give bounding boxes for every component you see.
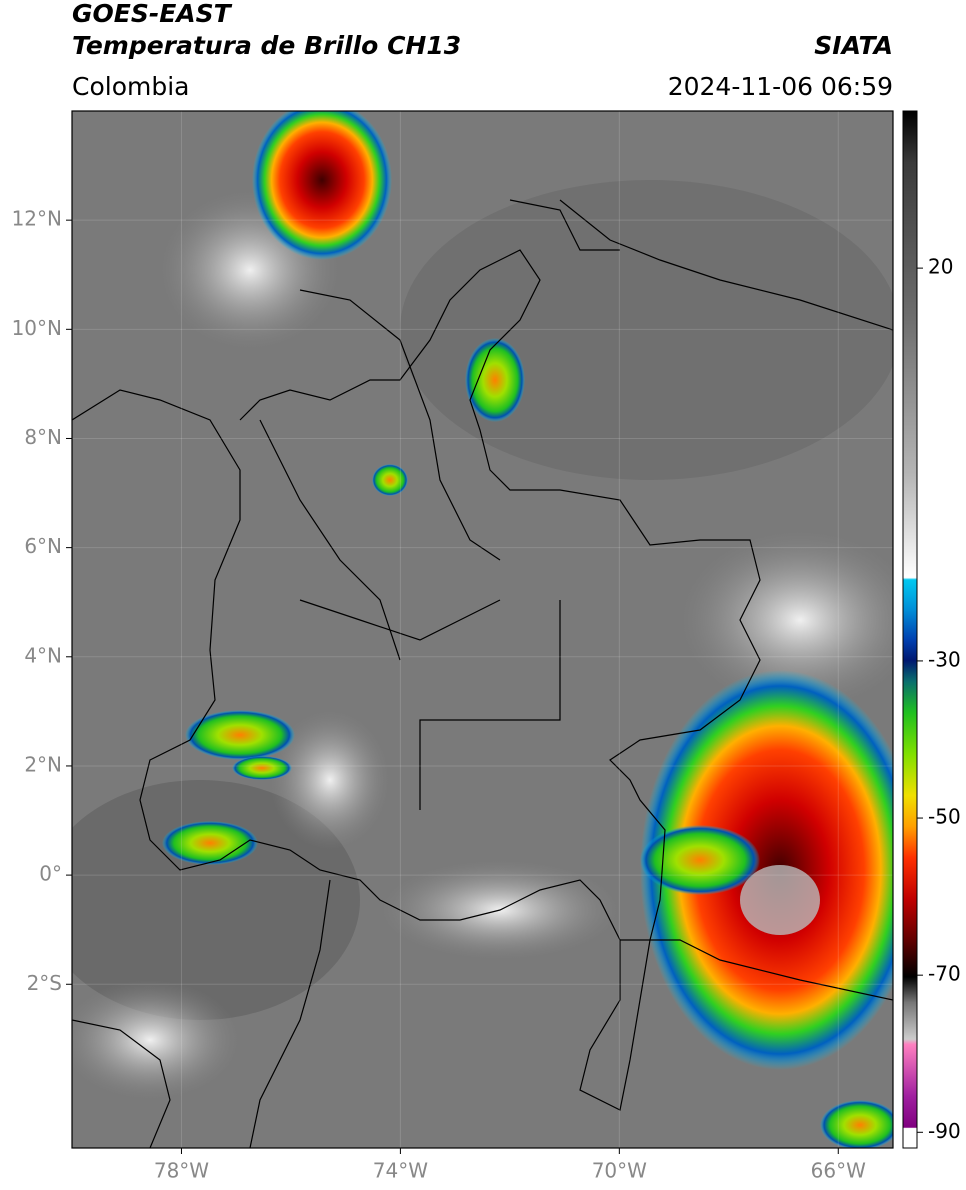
y-tick-label: 8°N bbox=[24, 425, 62, 449]
y-tick-label: 0° bbox=[39, 862, 62, 886]
map-frame bbox=[71, 110, 894, 1149]
colorbar-tick-label: -70 bbox=[928, 962, 961, 986]
x-tick-label: 70°W bbox=[592, 1159, 647, 1183]
x-tick-label: 66°W bbox=[811, 1159, 866, 1183]
colorbar-tick-label: -50 bbox=[928, 805, 961, 829]
y-tick-label: 12°N bbox=[12, 207, 62, 231]
y-tick-label: 2°S bbox=[27, 971, 62, 995]
datetime: 2024-11-06 06:59 bbox=[668, 72, 893, 101]
satellite-image bbox=[72, 111, 893, 1148]
y-tick-label: 2°N bbox=[24, 752, 62, 776]
y-tick-label: 4°N bbox=[24, 643, 62, 667]
colorbar-tick-label: -90 bbox=[928, 1119, 961, 1143]
region: Colombia bbox=[72, 72, 189, 101]
x-tick-label: 78°W bbox=[154, 1159, 209, 1183]
title-line2: Temperatura de Brillo CH13 bbox=[72, 31, 461, 60]
gridlines bbox=[72, 111, 893, 1148]
title-line1: GOES-EAST bbox=[72, 0, 233, 28]
colorbar-tick-label: 20 bbox=[928, 255, 953, 279]
colorbar bbox=[902, 110, 918, 1149]
colorbar-tick-label: -30 bbox=[928, 647, 961, 671]
x-tick-label: 74°W bbox=[373, 1159, 428, 1183]
y-tick-label: 6°N bbox=[24, 534, 62, 558]
source: SIATA bbox=[814, 31, 893, 60]
y-tick-label: 10°N bbox=[12, 316, 62, 340]
